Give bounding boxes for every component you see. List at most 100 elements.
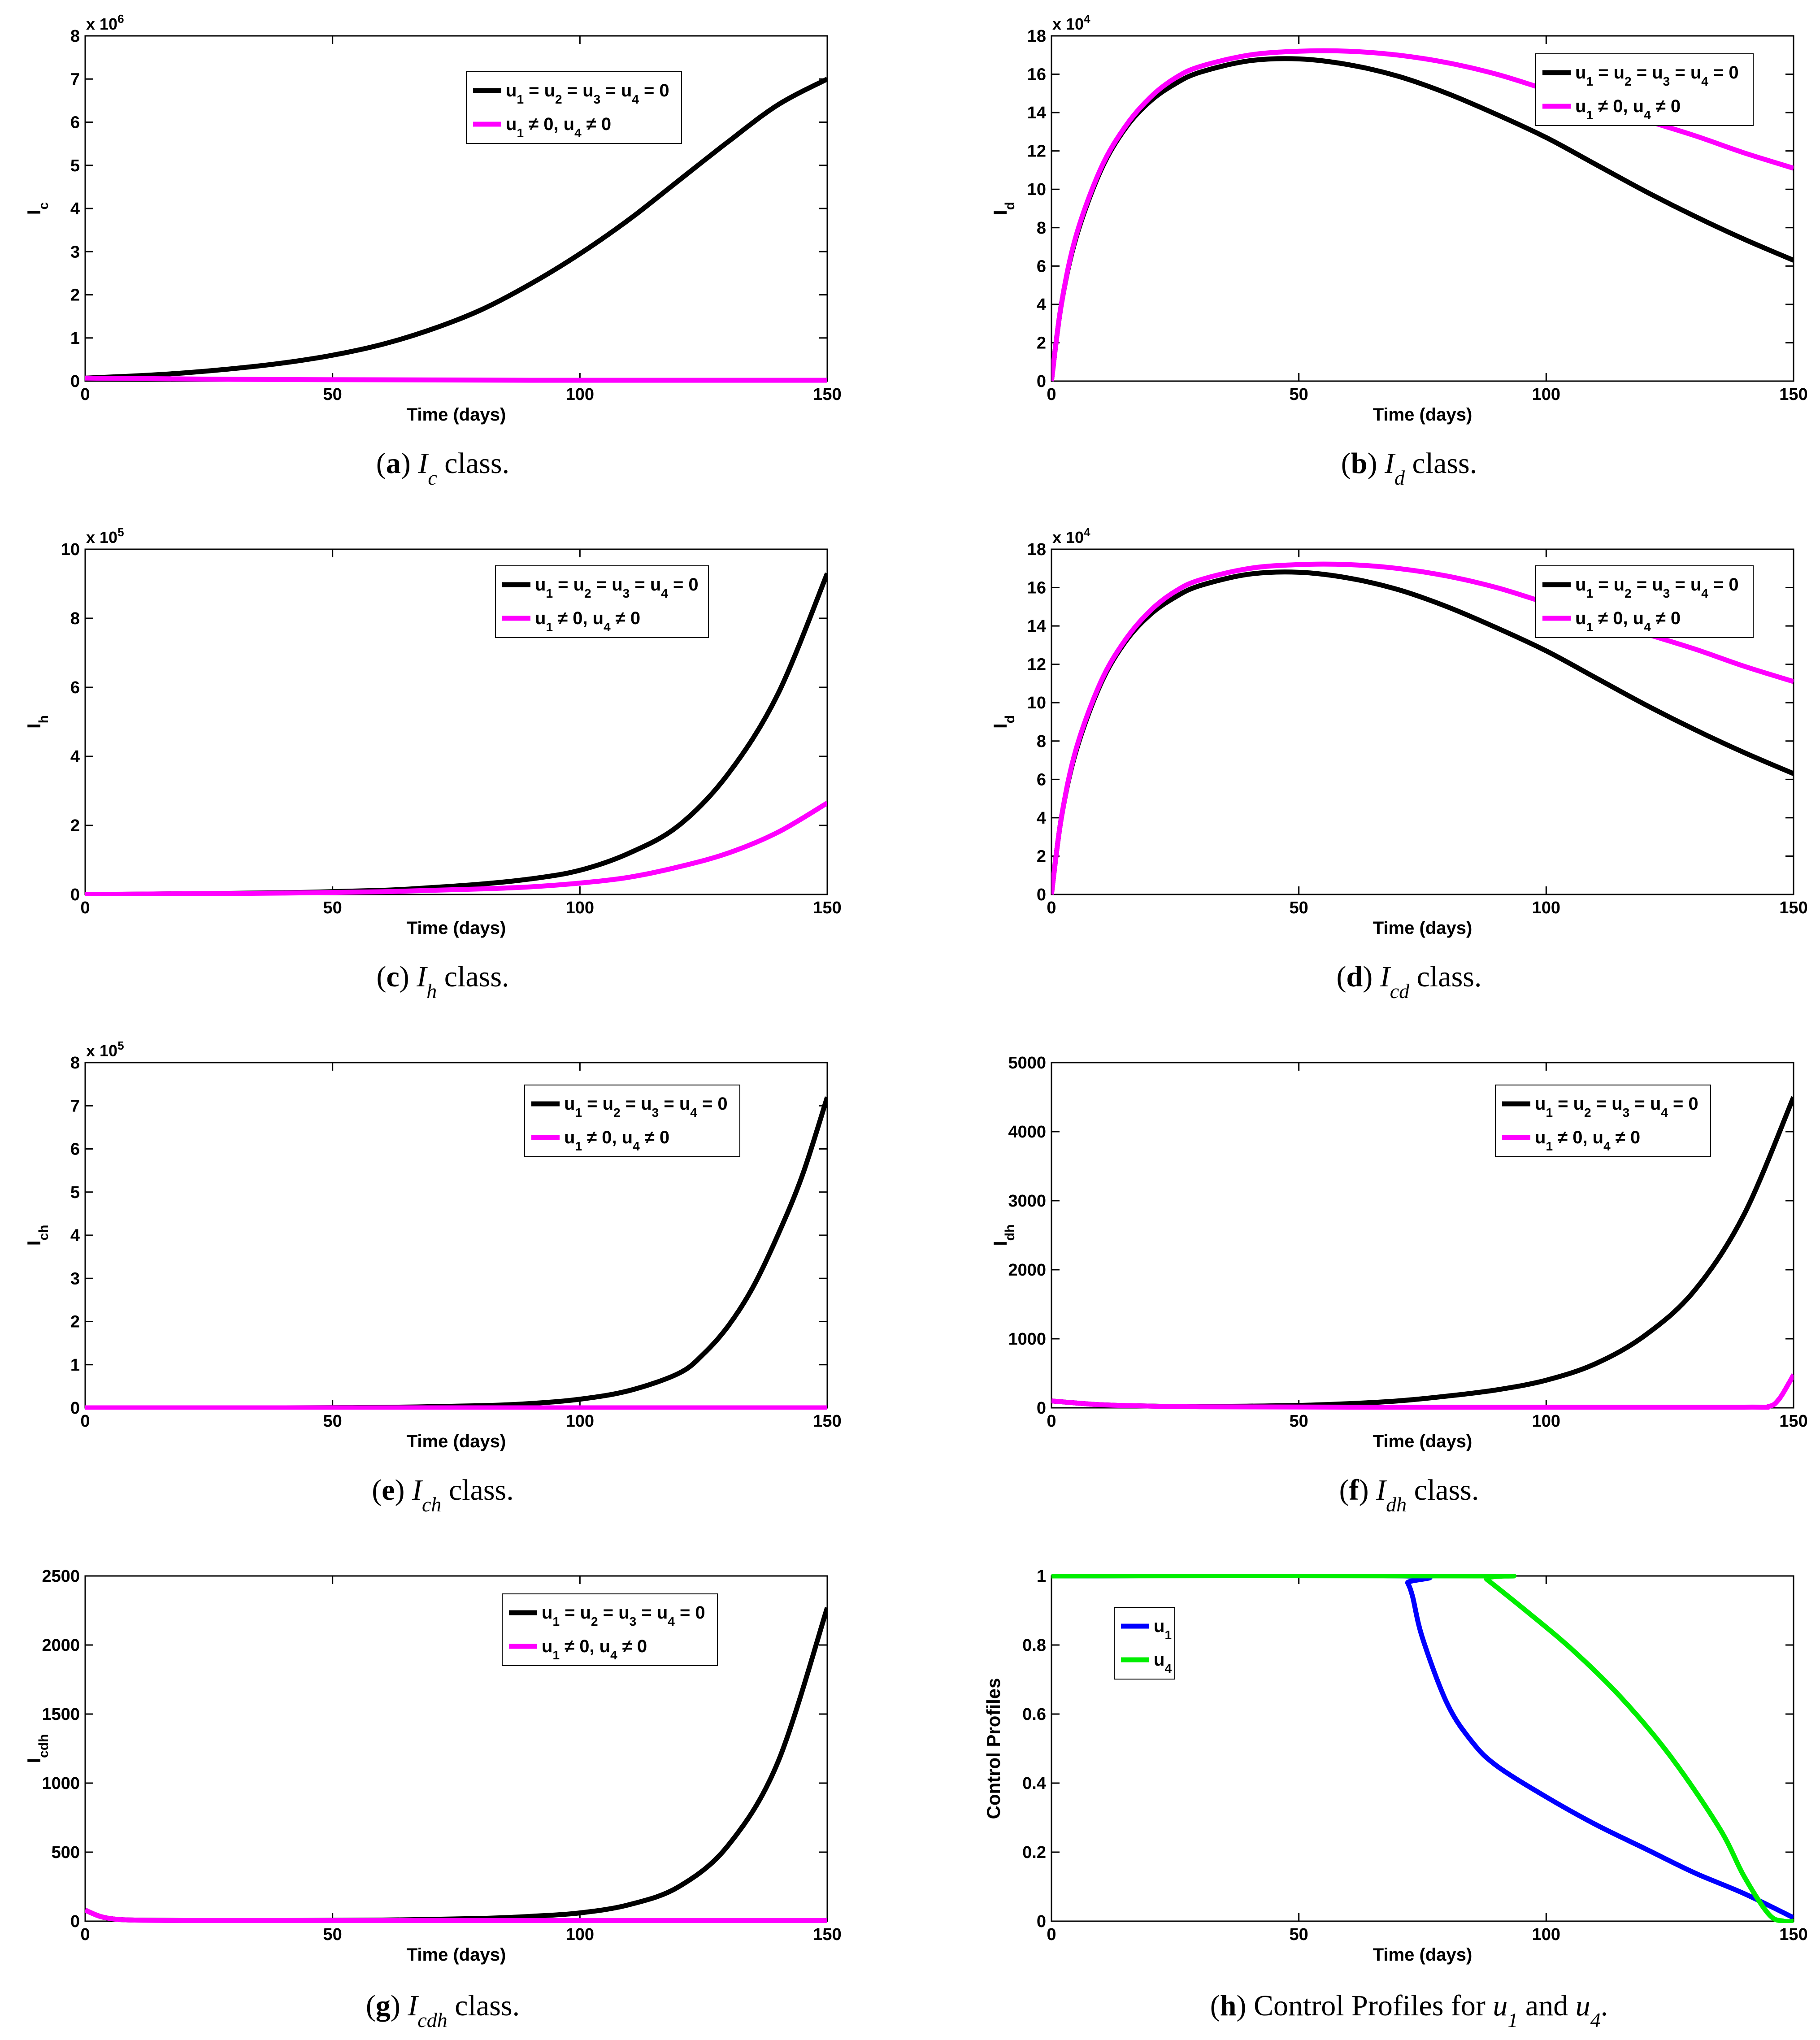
caption-a: (a) Ic class. [376,447,509,489]
plot-frame [84,35,828,382]
y-axis-label: Ich [23,1225,51,1246]
x-tick-label: 0 [80,385,90,404]
axis-exponent: x 104 [1052,525,1090,547]
x-tick-label: 50 [1290,898,1308,917]
series-line-second [1051,1574,1794,1923]
y-axis-label: Control Profiles [983,1678,1004,1819]
chart-b: 0 50 100 150 0 2 4 6 8 10 12 14 16 18 x 104 Time (days)… [990,12,1808,489]
y-tick-label: 2000 [1008,1261,1046,1280]
chart-a: 0 50 100 150 0 1 2 3 4 5 6 7 8 x 106 Time (days) Ic u1 =… [23,12,842,489]
y-tick-label: 4 [1037,809,1046,828]
y-tick-label: 0 [70,1399,80,1418]
legend-entry: u1 ≠ 0, u4 ≠ 0 [1575,608,1681,634]
y-tick-label: 3000 [1008,1192,1046,1211]
x-tick-label: 0 [1047,1412,1056,1431]
y-tick-label: 0 [1037,1399,1046,1418]
series-line-first [85,77,827,381]
x-axis-label: Time (days) [1373,1432,1473,1451]
y-axis-label: Id [990,202,1017,215]
x-tick-label: 50 [1290,1412,1308,1431]
y-tick-label: 16 [1027,65,1046,84]
plot-frame [1051,548,1794,895]
x-tick-label: 100 [1532,385,1560,404]
chart-d: 0 50 100 150 0 2 4 6 8 10 12 14 16 18 x 104 Time (days)… [990,525,1808,1003]
x-tick-label: 0 [80,898,90,917]
y-tick-label: 4 [70,200,80,218]
y-tick-label: 18 [1027,540,1046,559]
caption-f: (f) Idh class. [1339,1474,1479,1516]
y-tick-label: 8 [70,27,80,46]
legend-entry: u1 ≠ 0, u4 ≠ 0 [564,1128,669,1153]
legend-entry: u1 = u2 = u3 = u4 = 0 [535,575,699,600]
x-tick-label: 50 [1290,1925,1308,1944]
legend-box [1535,53,1754,126]
y-tick-label: 6 [70,113,80,132]
caption-b: (b) Id class. [1341,447,1477,489]
y-tick-label: 0 [1037,885,1046,904]
y-tick-label: 500 [52,1843,80,1862]
y-tick-label: 10 [1027,180,1046,199]
legend-entry: u1 = u2 = u3 = u4 = 0 [1575,575,1739,600]
series-line-second [1051,1373,1794,1410]
y-tick-label: 2 [1037,334,1046,352]
y-tick-label: 5000 [1008,1054,1046,1072]
y-tick-label: 1 [1037,1567,1046,1586]
x-tick-label: 150 [1779,898,1807,917]
x-tick-label: 50 [323,1412,342,1431]
y-tick-label: 10 [61,540,80,559]
y-tick-label: 1 [70,1356,80,1375]
y-tick-label: 12 [1027,655,1046,674]
y-tick-label: 8 [70,609,80,628]
chart-e: 0 50 100 150 0 1 2 3 4 5 6 7 8 x 105 Time (days) Ich u1 … [23,1039,842,1516]
legend-box [1495,1085,1711,1157]
legend-entry: u1 = u2 = u3 = u4 = 0 [506,81,669,106]
legend-box [524,1085,740,1157]
y-tick-label: 1500 [42,1705,80,1724]
y-axis-label: Ic [23,202,51,215]
x-tick-label: 50 [323,385,342,404]
y-tick-label: 4000 [1008,1123,1046,1142]
x-tick-label: 150 [813,898,841,917]
x-tick-label: 150 [1779,1412,1807,1431]
legend-entry: u1 ≠ 0, u4 ≠ 0 [535,608,640,634]
y-tick-label: 0.2 [1022,1843,1046,1862]
y-tick-label: 3 [70,1269,80,1288]
series-line-second [85,801,827,896]
x-tick-label: 100 [1532,898,1560,917]
series-line-second [85,1908,827,1923]
x-axis-label: Time (days) [1373,918,1473,938]
x-axis-label: Time (days) [407,1432,506,1451]
y-tick-label: 2 [70,816,80,835]
y-tick-label: 8 [1037,219,1046,238]
caption-c: (c) Ih class. [376,960,509,1003]
y-tick-label: 0.8 [1022,1636,1046,1655]
legend-entry: u1 ≠ 0, u4 ≠ 0 [506,114,611,140]
legend-box [495,565,709,638]
y-tick-label: 4 [1037,295,1046,314]
y-tick-label: 0 [1037,1912,1046,1931]
y-tick-label: 1000 [1008,1330,1046,1349]
x-axis-label: Time (days) [407,405,506,425]
legend-entry: u1 = u2 = u3 = u4 = 0 [1535,1094,1698,1120]
legend-entry: u1 = u2 = u3 = u4 = 0 [542,1603,705,1628]
legend-box [1535,565,1754,638]
x-tick-label: 150 [813,385,841,404]
y-axis-label: Ih [23,715,51,729]
x-tick-label: 50 [323,1925,342,1944]
legend-entry: u1 = u2 = u3 = u4 = 0 [564,1094,728,1120]
x-tick-label: 50 [323,898,342,917]
y-tick-label: 8 [1037,732,1046,751]
x-axis-label: Time (days) [407,918,506,938]
series-line-first [85,572,827,896]
x-tick-label: 0 [1047,898,1056,917]
series-line-second [85,375,827,383]
x-tick-label: 100 [566,898,594,917]
y-tick-label: 6 [70,1140,80,1159]
x-tick-label: 150 [1779,385,1807,404]
axis-exponent: x 105 [86,525,124,547]
caption-h: (h) Control Profiles for u1 and u4. [1210,1989,1608,2031]
x-tick-label: 0 [80,1925,90,1944]
plot-frame [84,548,828,895]
caption-g: (g) Icdh class. [366,1989,520,2031]
